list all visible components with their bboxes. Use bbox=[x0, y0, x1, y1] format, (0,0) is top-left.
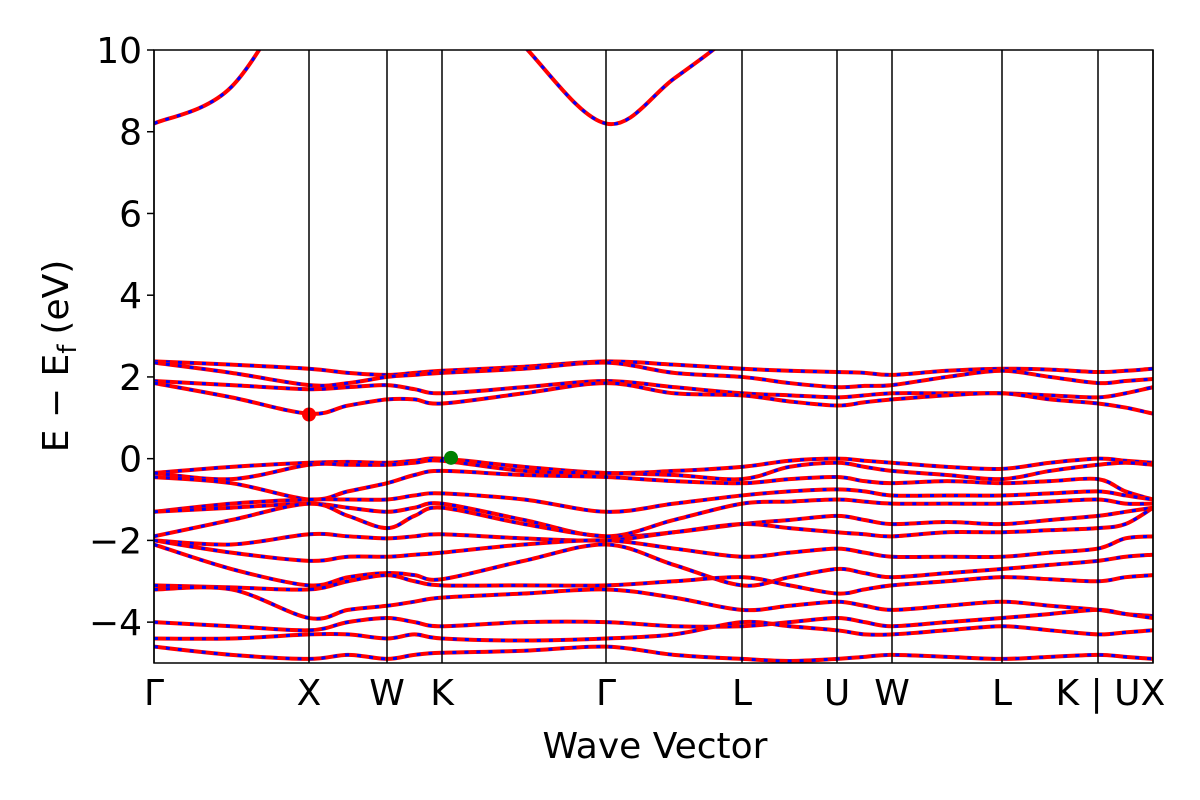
y-label-unit: (eV) bbox=[36, 260, 77, 335]
x-tick-label: X bbox=[297, 673, 322, 714]
band-line bbox=[154, 497, 1153, 539]
band-line-dashed bbox=[154, 381, 1153, 416]
y-tick-label: 4 bbox=[119, 276, 142, 317]
y-tick-label: 0 bbox=[119, 440, 142, 481]
x-axis-label: Wave Vector bbox=[543, 726, 768, 767]
x-tick-label: L bbox=[732, 673, 752, 714]
band-line-dashed bbox=[154, 585, 1153, 621]
band-line-dashed bbox=[154, 620, 1153, 643]
band-line-dashed bbox=[154, 359, 1153, 377]
y-tick-label: −2 bbox=[89, 521, 142, 562]
band-line-dashed bbox=[154, 534, 1153, 563]
band-line bbox=[154, 487, 1153, 514]
band-line-dashed bbox=[154, 361, 1153, 389]
y-tick-label: 2 bbox=[119, 358, 142, 399]
band-line-dashed bbox=[154, 502, 1153, 539]
band-line bbox=[154, 644, 1153, 663]
band-line-dashed bbox=[154, 542, 1153, 588]
band-line-dashed bbox=[154, 469, 1153, 502]
y-label-sub: f bbox=[53, 344, 83, 354]
x-tick-label: U bbox=[824, 673, 850, 714]
band-line-dashed bbox=[154, 458, 1153, 481]
band-line-dashed bbox=[154, 50, 716, 126]
x-tick-label: X bbox=[1141, 673, 1166, 714]
x-tick-label: Γ bbox=[144, 673, 164, 714]
y-tick-label: 10 bbox=[96, 31, 142, 72]
band-line-dashed bbox=[154, 608, 1153, 632]
band-line bbox=[154, 50, 717, 127]
band-line-dashed bbox=[154, 506, 1153, 547]
y-tick-label: 6 bbox=[119, 194, 142, 235]
band-line-dashed bbox=[154, 573, 1153, 596]
band-line-dashed bbox=[154, 456, 1153, 475]
band-line-dashed bbox=[154, 487, 1153, 514]
x-tick-label: K | U bbox=[1056, 673, 1141, 714]
band-line bbox=[154, 542, 1153, 588]
band-line-dashed bbox=[154, 645, 1153, 663]
frame bbox=[153, 49, 1154, 664]
y-tick-label: −4 bbox=[89, 603, 142, 644]
x-tick-label: Γ bbox=[596, 673, 616, 714]
band-line bbox=[154, 585, 1153, 621]
y-tick-label: 8 bbox=[119, 113, 142, 154]
x-tick-label: W bbox=[874, 673, 910, 714]
x-tick-label: W bbox=[369, 673, 405, 714]
y-axis-label: E − Ef (eV) bbox=[36, 260, 83, 453]
x-tick-label: K bbox=[430, 673, 455, 714]
plot-area bbox=[154, 50, 1153, 663]
extremum-point bbox=[444, 450, 458, 465]
y-label-main: E − E bbox=[36, 354, 77, 453]
x-tick-label: L bbox=[992, 673, 1012, 714]
